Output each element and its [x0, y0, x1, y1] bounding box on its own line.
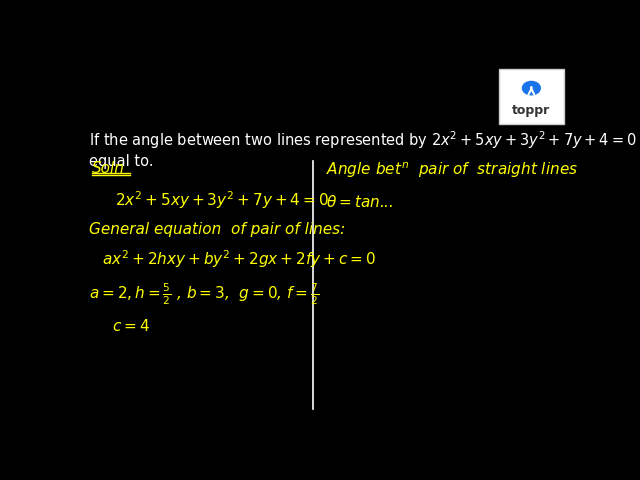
Text: $ax^2 + 2hxy + by^2 + 2gx + 2fy + c = 0$: $ax^2 + 2hxy + by^2 + 2gx + 2fy + c = 0$ — [102, 248, 376, 270]
Text: $a = 2, h = \frac{5}{2}$ , $b = 3$,  $g = 0$, $f = \frac{7}{2}$: $a = 2, h = \frac{5}{2}$ , $b = 3$, $g =… — [89, 281, 319, 307]
Text: $\theta = tan$...: $\theta = tan$... — [326, 194, 393, 210]
Text: Soln: Soln — [92, 161, 125, 176]
Text: $c = 4$: $c = 4$ — [112, 318, 150, 334]
Circle shape — [522, 82, 540, 95]
Text: toppr: toppr — [512, 105, 550, 118]
Text: If the angle between two lines represented by $2x^2 + 5xy + 3y^2 + 7y + 4 = 0$ i: If the angle between two lines represent… — [89, 130, 640, 169]
Text: Angle $bet^n$  pair of  straight lines: Angle $bet^n$ pair of straight lines — [326, 160, 577, 180]
Text: $2x^2 + 5xy + 3y^2 + 7y + 4 = 0$: $2x^2 + 5xy + 3y^2 + 7y + 4 = 0$ — [115, 189, 328, 211]
FancyBboxPatch shape — [499, 69, 564, 124]
Text: General equation  of pair of lines:: General equation of pair of lines: — [89, 222, 345, 237]
